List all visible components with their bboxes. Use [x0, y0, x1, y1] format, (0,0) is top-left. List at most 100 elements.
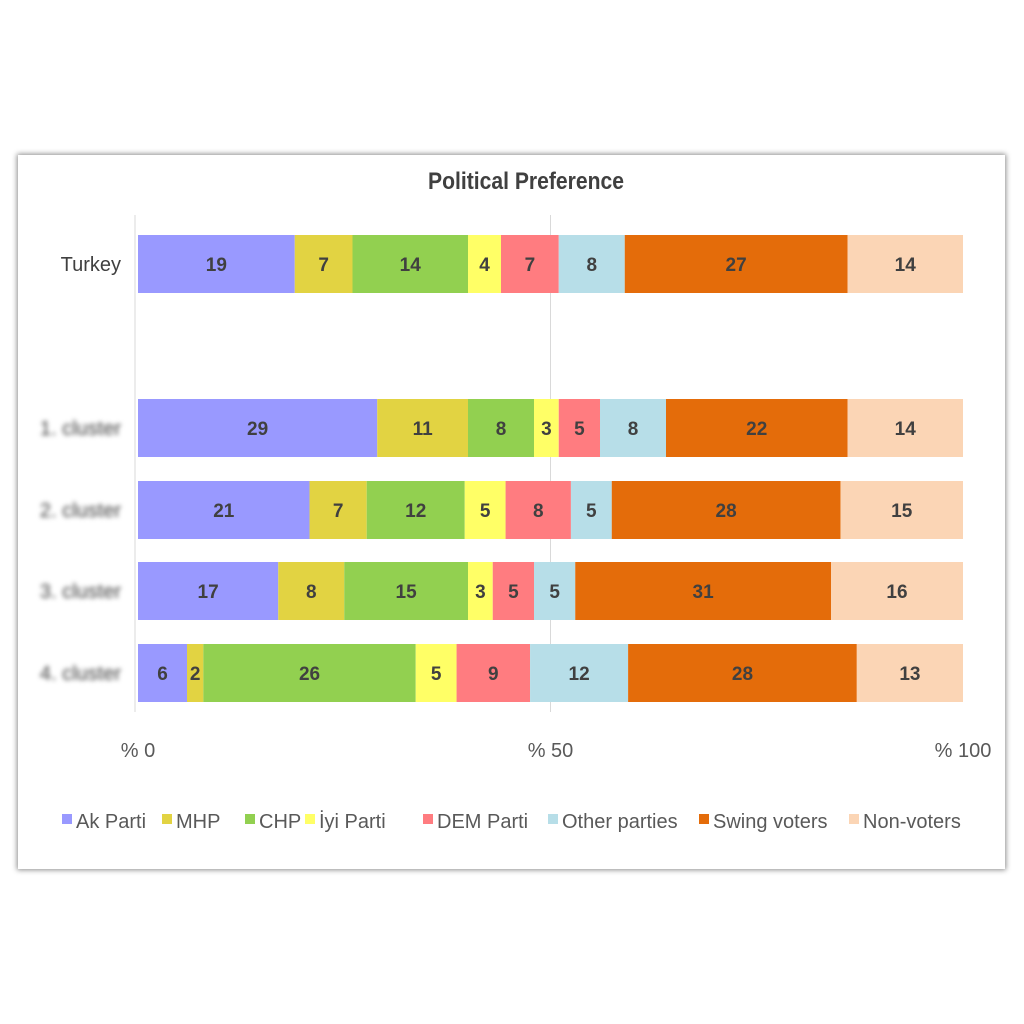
category-label: 3. cluster [40, 581, 121, 603]
chart-title: Political Preference [428, 168, 624, 195]
data-label: 5 [480, 501, 491, 522]
bar-segment [352, 235, 468, 293]
data-label: 7 [333, 501, 344, 522]
bar-segment [505, 481, 571, 539]
bar-segment [366, 481, 465, 539]
legend-label: Swing voters [713, 811, 828, 833]
legend-swatch [62, 814, 72, 824]
data-label: 8 [628, 419, 639, 440]
category-label: 2. cluster [40, 500, 121, 522]
data-label: 17 [198, 582, 219, 603]
legend-swatch [699, 814, 709, 824]
legend-label: Ak Parti [76, 811, 146, 833]
data-label: 9 [488, 664, 499, 685]
category-label: 4. cluster [40, 663, 121, 685]
legend-swatch [305, 814, 315, 824]
legend-label: Non-voters [863, 811, 961, 833]
legend-swatch [423, 814, 433, 824]
legend-item: Non-voters [849, 811, 961, 833]
legend-label: MHP [176, 811, 220, 833]
bar-segment [628, 644, 857, 702]
category-label: 1. cluster [40, 418, 121, 440]
bar-segment [468, 235, 501, 293]
bar-segment [847, 235, 963, 293]
bar-segment [415, 644, 457, 702]
data-label: 27 [726, 255, 747, 276]
data-label: 6 [157, 664, 168, 685]
bar-segment [492, 562, 534, 620]
data-label: 12 [569, 664, 590, 685]
legend-swatch [245, 814, 255, 824]
data-label: 12 [405, 501, 426, 522]
data-label: 5 [508, 582, 519, 603]
bar-segment [464, 481, 506, 539]
legend-item: MHP [162, 811, 220, 833]
bar-segment [309, 481, 367, 539]
data-label: 15 [396, 582, 418, 603]
bar-segment [856, 644, 963, 702]
data-label: 2 [190, 664, 201, 685]
bar-segment [138, 235, 295, 293]
bar-segment [138, 644, 188, 702]
data-label: 15 [891, 501, 913, 522]
data-label: 28 [716, 501, 737, 522]
data-label: 19 [206, 255, 227, 276]
bar-segment [847, 399, 963, 457]
data-label: 29 [247, 419, 268, 440]
bar-segment [558, 399, 600, 457]
x-tick-label: % 50 [528, 740, 574, 762]
data-label: 16 [886, 582, 907, 603]
data-label: 8 [496, 419, 507, 440]
bar-segment [558, 235, 625, 293]
legend-item: CHP [245, 811, 301, 833]
bar-segment [611, 481, 841, 539]
bar-segment [377, 399, 468, 457]
bar-segment [530, 644, 629, 702]
bar-segment [570, 481, 612, 539]
data-label: 8 [586, 255, 597, 276]
bar-segment [138, 562, 279, 620]
legend-item: İyi Parti [305, 810, 386, 833]
data-label: 7 [525, 255, 536, 276]
data-label: 11 [413, 419, 434, 440]
data-label: 14 [895, 419, 917, 440]
data-label: 14 [895, 255, 917, 276]
bar-segment [624, 235, 848, 293]
data-label: 5 [549, 582, 560, 603]
bar-segment [501, 235, 559, 293]
bar-segment [534, 562, 576, 620]
category-label: Turkey [61, 254, 121, 276]
data-label: 4 [479, 255, 490, 276]
bar-segment [534, 399, 559, 457]
legend-item: Other parties [548, 811, 678, 833]
legend-swatch [162, 814, 172, 824]
legend-swatch [849, 814, 859, 824]
data-label: 5 [431, 664, 442, 685]
data-label: 7 [318, 255, 329, 276]
data-label: 26 [299, 664, 320, 685]
data-label: 3 [541, 419, 552, 440]
legend-label: DEM Parti [437, 811, 528, 833]
data-label: 13 [899, 664, 920, 685]
legend-swatch [548, 814, 558, 824]
bar-segment [468, 562, 493, 620]
bar-segment [138, 399, 378, 457]
x-tick-label: % 0 [121, 740, 155, 762]
bar-segment [138, 481, 310, 539]
legend-label: CHP [259, 811, 301, 833]
bar-segment [294, 235, 353, 293]
data-label: 5 [574, 419, 585, 440]
data-label: 21 [213, 501, 235, 522]
data-label: 14 [400, 255, 422, 276]
data-label: 8 [533, 501, 544, 522]
bar-segment [468, 399, 534, 457]
data-label: 3 [475, 582, 486, 603]
legend-item: DEM Parti [423, 811, 528, 833]
data-label: 8 [306, 582, 317, 603]
bar-segment [203, 644, 416, 702]
data-label: 22 [746, 419, 767, 440]
bar-segment [456, 644, 531, 702]
legend-item: Ak Parti [62, 811, 146, 833]
bar-segment [278, 562, 345, 620]
